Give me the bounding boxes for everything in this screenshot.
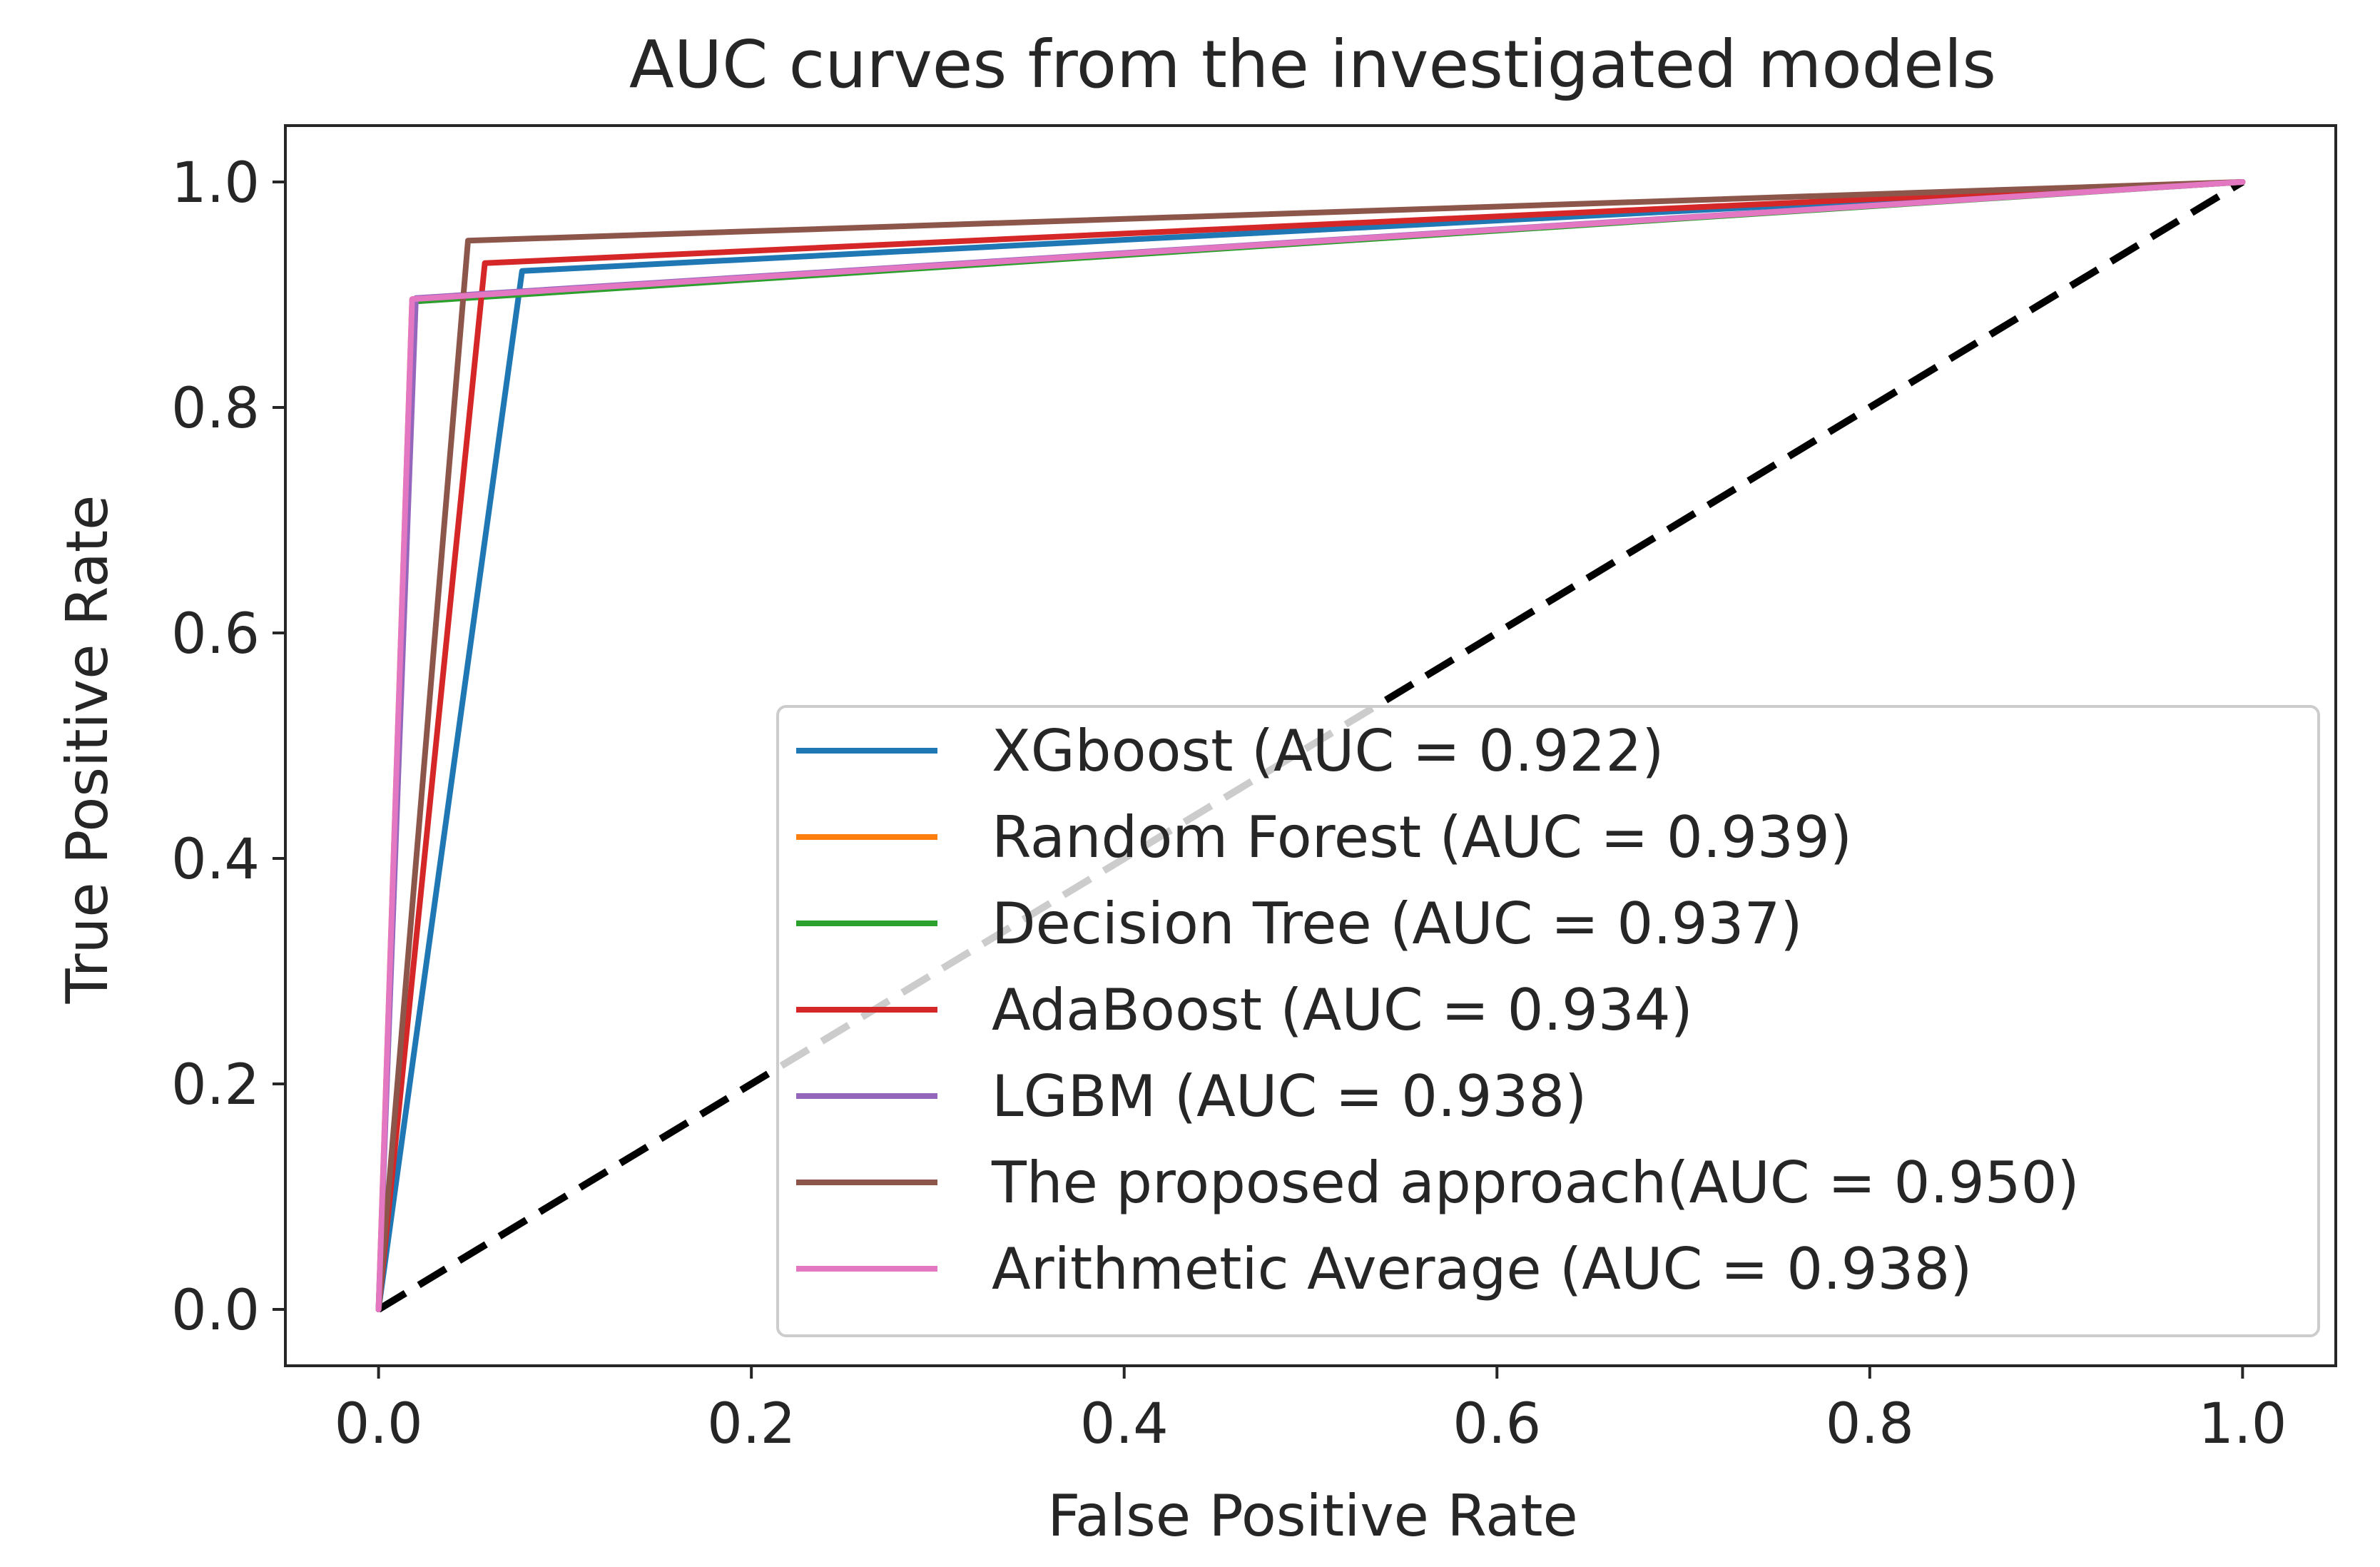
legend-label-5: The proposed approach(AUC = 0.950) [991, 1150, 2080, 1216]
legend-label-3: AdaBoost (AUC = 0.934) [992, 977, 1693, 1043]
chart-title: AUC curves from the investigated models [629, 26, 1996, 103]
legend-box [776, 705, 2320, 1337]
legend-label-6: Arithmetic Average (AUC = 0.938) [992, 1236, 1973, 1302]
x-tick-label: 0.2 [707, 1392, 795, 1456]
y-tick-label: 0.2 [171, 1053, 260, 1117]
x-tick-label: 0.0 [335, 1392, 423, 1456]
plot-area: 0.0 0.2 0.4 0.6 0.8 1.0 0.0 0.2 0.4 0.6 0.8 1.0 XGbo… [171, 124, 2337, 1456]
legend-label-1: Random Forest (AUC = 0.939) [992, 804, 1852, 871]
series-line-0 [375, 179, 2246, 1312]
legend-label-0: XGboost (AUC = 0.922) [992, 718, 1664, 784]
x-axis-label: False Positive Rate [1047, 1483, 1578, 1549]
plot-frame [284, 124, 2337, 1367]
series-line-5 [375, 179, 2246, 1312]
y-tick-label: 0.4 [171, 828, 260, 892]
x-tick-label: 0.4 [1080, 1392, 1169, 1456]
y-axis-label: True Positive Rate [54, 495, 121, 1005]
series-line-6 [375, 179, 2246, 1312]
x-tick-label: 1.0 [2198, 1392, 2287, 1456]
x-tick-label: 0.6 [1453, 1392, 1541, 1456]
y-tick-label: 0.8 [171, 377, 260, 441]
legend-label-2: Decision Tree (AUC = 0.937) [992, 891, 1803, 957]
y-tick-label: 0.0 [171, 1279, 260, 1343]
y-tick-label: 0.6 [171, 602, 260, 666]
y-tick-label: 1.0 [171, 151, 260, 215]
legend-label-4: LGBM (AUC = 0.938) [992, 1063, 1587, 1130]
x-tick-label: 0.8 [1826, 1392, 1914, 1456]
series-line-3 [375, 179, 2246, 1312]
